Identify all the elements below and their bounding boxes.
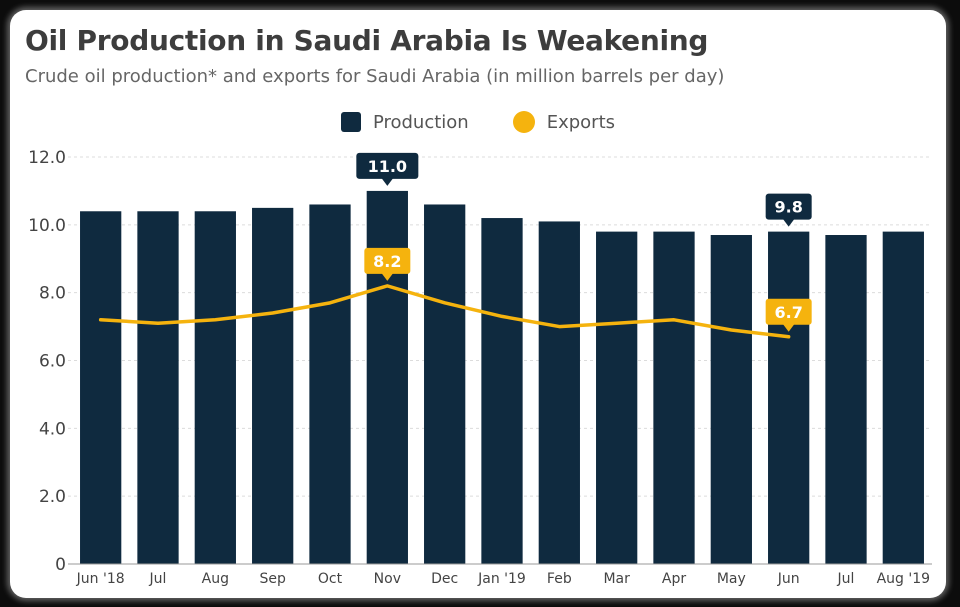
data-label-box — [356, 152, 419, 179]
data-label: 6.7 — [774, 303, 802, 322]
data-label-box — [765, 298, 812, 325]
x-tick-label: Jun — [777, 571, 800, 587]
legend-label-production: Production — [372, 111, 469, 133]
x-tick-label: Apr — [662, 571, 686, 587]
x-tick-label: Dec — [431, 571, 458, 587]
x-tick-label: Jul — [837, 571, 855, 587]
x-tick-label: Jun '18 — [76, 571, 125, 587]
y-tick-label: 10.0 — [28, 216, 66, 236]
x-tick-label: Oct — [318, 571, 343, 587]
bar-production[interactable] — [309, 204, 351, 564]
legend-swatch-production — [340, 112, 361, 132]
y-tick-label: 0 — [55, 555, 66, 575]
data-label: 9.8 — [774, 198, 802, 217]
x-tick-label: Feb — [547, 571, 572, 587]
data-label-box — [765, 193, 812, 220]
data-label-pointer — [381, 272, 394, 281]
chart-plot: 11.0 9.8 8.2 6.7 0 2.0 4.0 6.0 8.0 10.0 12.0 Jun '… — [28, 148, 932, 587]
bar-production[interactable] — [481, 218, 523, 565]
x-tick-label: Aug '19 — [877, 571, 930, 587]
bar-production[interactable] — [882, 231, 924, 564]
data-label: 8.2 — [373, 252, 401, 271]
legend-swatch-exports — [512, 111, 535, 133]
chart-title: Oil Production in Saudi Arabia Is Weaken… — [25, 24, 709, 57]
bar-production[interactable] — [768, 231, 810, 564]
series-line-exports[interactable] — [98, 284, 791, 339]
data-label-pointer — [782, 218, 795, 227]
x-tick-label: Aug — [202, 571, 229, 587]
legend: Production Exports — [10, 111, 946, 133]
data-label-callout: 8.2 — [364, 247, 411, 281]
x-tick-label: Nov — [374, 571, 401, 587]
data-label-callout: 11.0 — [356, 152, 419, 186]
data-label-box — [364, 247, 411, 274]
bar-production[interactable] — [252, 207, 294, 564]
data-label-callout: 6.7 — [765, 298, 812, 332]
y-tick-label: 6.0 — [39, 352, 66, 372]
y-tick-label: 4.0 — [39, 419, 66, 439]
chart-subtitle: Crude oil production* and exports for Sa… — [25, 66, 725, 87]
bar-production[interactable] — [538, 221, 580, 565]
y-tick-label: 8.0 — [39, 284, 66, 304]
y-tick-label: 12.0 — [28, 148, 66, 168]
legend-label-exports: Exports — [546, 111, 616, 133]
bar-production[interactable] — [366, 190, 408, 564]
x-tick-label: Mar — [603, 571, 630, 587]
data-label-callout: 9.8 — [765, 193, 812, 227]
x-tick-label: May — [717, 571, 746, 587]
bar-production[interactable] — [710, 235, 752, 564]
bar-production[interactable] — [80, 211, 122, 564]
bar-production[interactable] — [596, 231, 638, 564]
data-label: 11.0 — [368, 157, 407, 176]
x-tick-label: Jan '19 — [477, 571, 526, 587]
legend-item-exports[interactable]: Exports — [512, 111, 616, 133]
bar-production[interactable] — [825, 235, 867, 564]
bar-production[interactable] — [194, 211, 236, 564]
chart-card: Oil Production in Saudi Arabia Is Weaken… — [10, 10, 946, 598]
data-label-pointer — [381, 177, 394, 186]
bar-production[interactable] — [424, 204, 466, 564]
x-tick-label: Sep — [259, 571, 286, 587]
bar-production[interactable] — [653, 231, 695, 564]
y-tick-label: 2.0 — [39, 487, 66, 507]
data-label-pointer — [782, 323, 795, 332]
x-tick-label: Jul — [149, 571, 167, 587]
legend-item-production[interactable]: Production — [340, 111, 469, 133]
bar-production[interactable] — [137, 211, 179, 564]
